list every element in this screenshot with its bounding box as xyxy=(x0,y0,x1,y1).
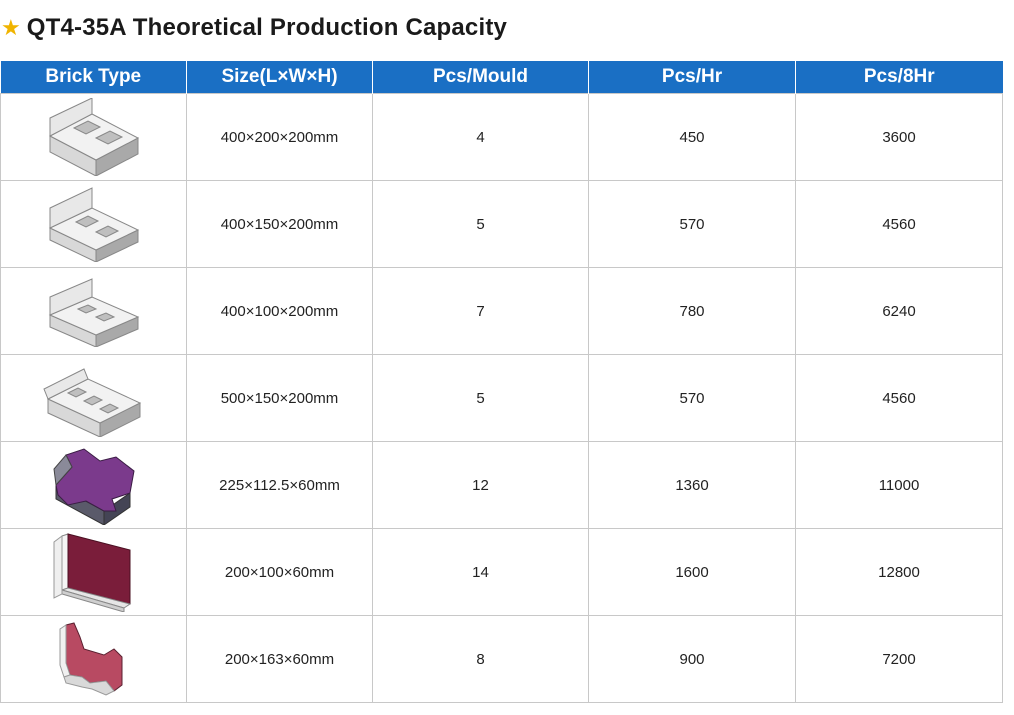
pcs-mould-cell: 4 xyxy=(372,93,589,181)
header-size: Size(L×W×H) xyxy=(186,61,373,94)
title-bar: ★ QT4-35A Theoretical Production Capacit… xyxy=(0,10,507,46)
hollow-block-3-hole-icon xyxy=(42,368,141,437)
size-cell: 400×100×200mm xyxy=(186,267,373,355)
table-header-row: Brick Type Size(L×W×H) Pcs/Mould Pcs/Hr … xyxy=(0,61,1003,94)
table-row: 200×163×60mm 8 900 7200 xyxy=(0,615,1003,703)
zigzag-paver-icon xyxy=(59,622,122,696)
pcs-8hr-cell: 6240 xyxy=(795,267,1003,355)
size-cell: 400×150×200mm xyxy=(186,180,373,268)
pcs-8hr-cell: 3600 xyxy=(795,93,1003,181)
pcs-mould-cell: 5 xyxy=(372,180,589,268)
rectangular-paver-icon xyxy=(53,533,131,612)
pcs-hr-cell: 570 xyxy=(588,354,796,442)
brick-image-cell xyxy=(0,267,187,355)
table-row: 400×200×200mm 4 450 3600 xyxy=(0,93,1003,181)
page-title: QT4-35A Theoretical Production Capacity xyxy=(26,14,508,41)
brick-image-cell xyxy=(0,354,187,442)
header-pcs-hr: Pcs/Hr xyxy=(588,61,796,94)
header-pcs-8hr: Pcs/8Hr xyxy=(795,61,1003,94)
pcs-hr-cell: 900 xyxy=(588,615,796,703)
table-row: 400×150×200mm 5 570 4560 xyxy=(0,180,1003,268)
header-pcs-mould: Pcs/Mould xyxy=(372,61,589,94)
pcs-hr-cell: 1360 xyxy=(588,441,796,529)
interlocking-paver-icon xyxy=(52,448,135,525)
size-cell: 225×112.5×60mm xyxy=(186,441,373,529)
table-row: 500×150×200mm 5 570 4560 xyxy=(0,354,1003,442)
brick-image-cell xyxy=(0,180,187,268)
table-row: 200×100×60mm 14 1600 12800 xyxy=(0,528,1003,616)
hollow-block-icon xyxy=(48,187,139,262)
brick-image-cell xyxy=(0,93,187,181)
table-row: 400×100×200mm 7 780 6240 xyxy=(0,267,1003,355)
pcs-8hr-cell: 4560 xyxy=(795,354,1003,442)
pcs-hr-cell: 570 xyxy=(588,180,796,268)
pcs-mould-cell: 5 xyxy=(372,354,589,442)
pcs-mould-cell: 14 xyxy=(372,528,589,616)
brick-image-cell xyxy=(0,528,187,616)
pcs-hr-cell: 450 xyxy=(588,93,796,181)
table-row: 225×112.5×60mm 12 1360 11000 xyxy=(0,441,1003,529)
size-cell: 200×163×60mm xyxy=(186,615,373,703)
pcs-8hr-cell: 7200 xyxy=(795,615,1003,703)
hollow-block-icon xyxy=(48,98,139,176)
pcs-hr-cell: 780 xyxy=(588,267,796,355)
header-brick-type: Brick Type xyxy=(0,61,187,94)
brick-image-cell xyxy=(0,615,187,703)
size-cell: 200×100×60mm xyxy=(186,528,373,616)
pcs-8hr-cell: 4560 xyxy=(795,180,1003,268)
size-cell: 400×200×200mm xyxy=(186,93,373,181)
capacity-table: Brick Type Size(L×W×H) Pcs/Mould Pcs/Hr … xyxy=(0,61,1003,703)
brick-image-cell xyxy=(0,441,187,529)
pcs-mould-cell: 7 xyxy=(372,267,589,355)
pcs-mould-cell: 8 xyxy=(372,615,589,703)
pcs-8hr-cell: 11000 xyxy=(795,441,1003,529)
pcs-hr-cell: 1600 xyxy=(588,528,796,616)
hollow-block-icon xyxy=(48,278,139,347)
pcs-mould-cell: 12 xyxy=(372,441,589,529)
star-icon: ★ xyxy=(1,15,21,40)
size-cell: 500×150×200mm xyxy=(186,354,373,442)
pcs-8hr-cell: 12800 xyxy=(795,528,1003,616)
